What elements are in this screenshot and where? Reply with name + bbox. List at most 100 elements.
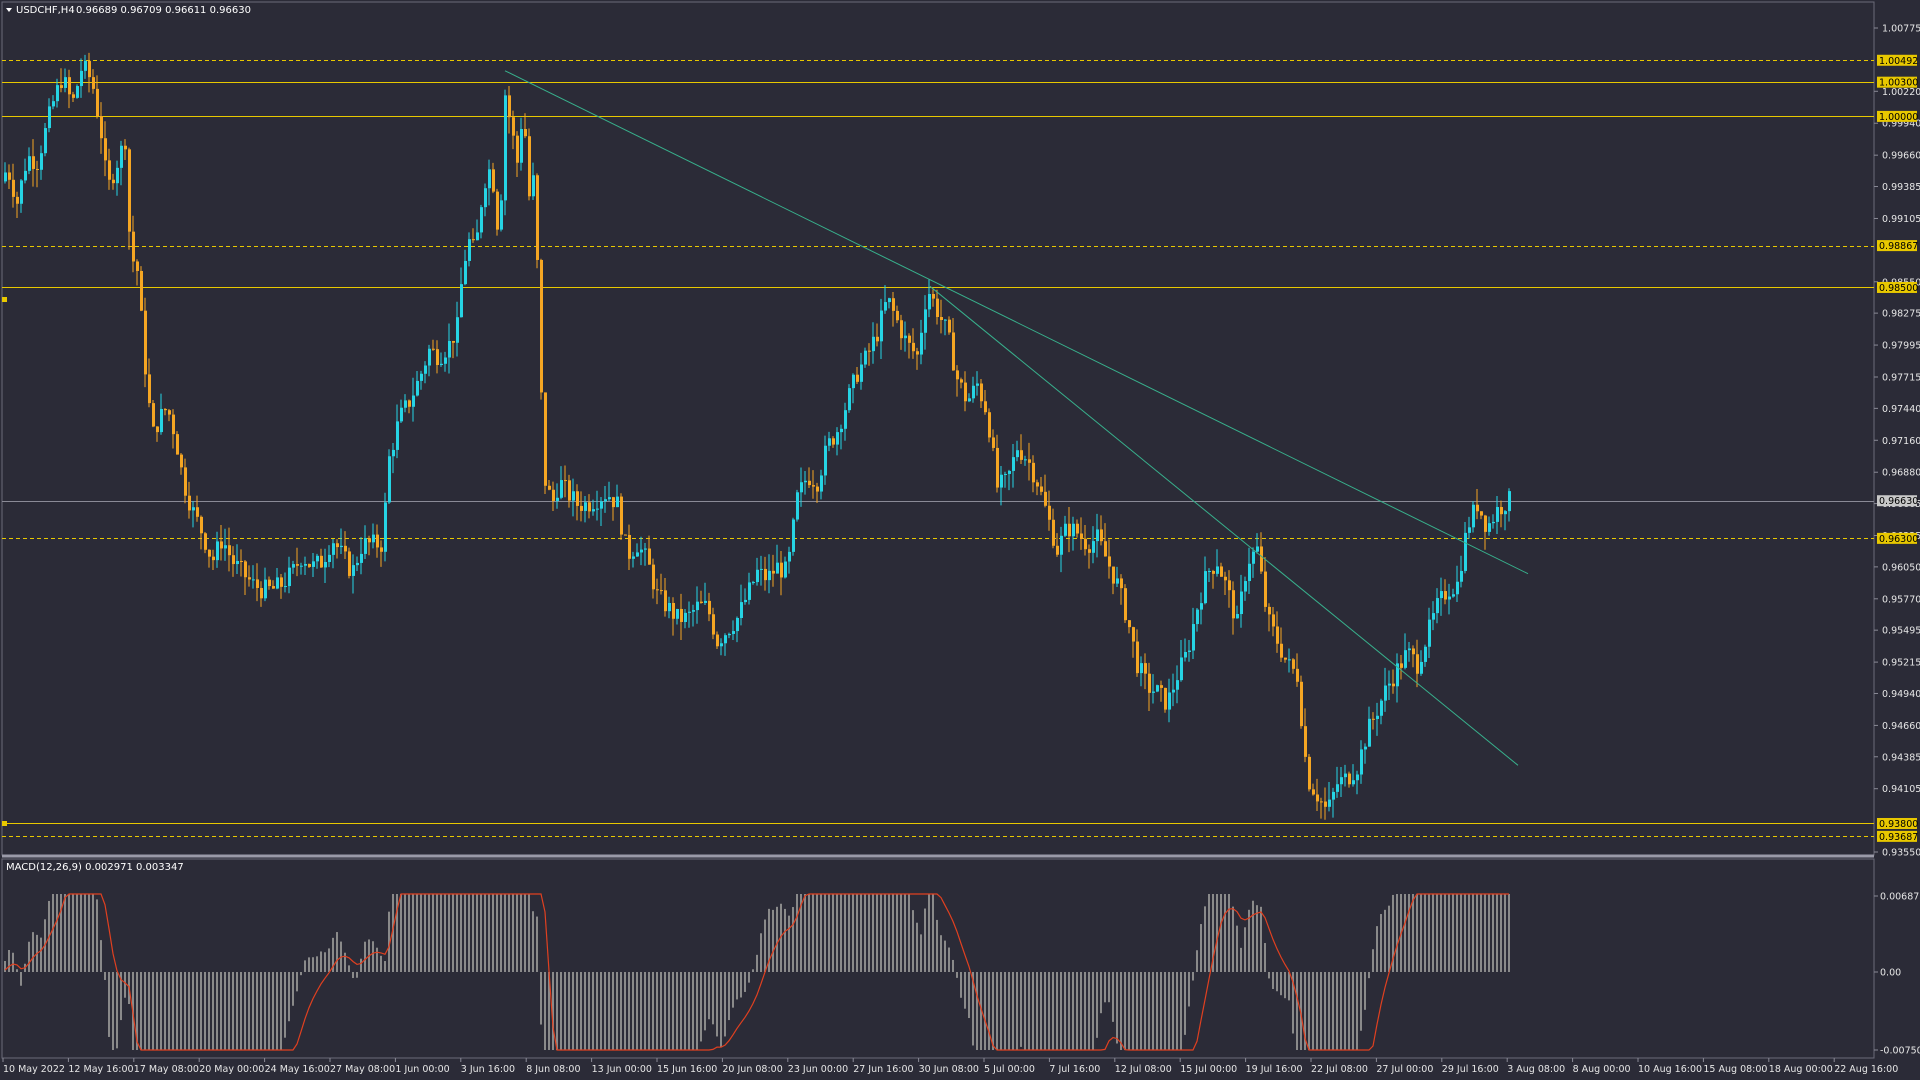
candle-body bbox=[960, 379, 963, 383]
macd-histogram-bar bbox=[1444, 894, 1446, 972]
macd-histogram-bar bbox=[848, 894, 850, 972]
macd-histogram-bar bbox=[932, 894, 934, 972]
time-tick-label: 15 Jul 00:00 bbox=[1180, 1064, 1237, 1075]
macd-histogram-bar bbox=[104, 972, 106, 980]
candle-body bbox=[1480, 511, 1483, 516]
candle-body bbox=[680, 608, 683, 623]
macd-histogram-bar bbox=[1448, 894, 1450, 972]
macd-histogram-bar bbox=[1144, 972, 1146, 1050]
candle-body bbox=[220, 541, 223, 549]
candle-body bbox=[568, 480, 571, 501]
candle-body bbox=[1392, 683, 1395, 687]
candle-body bbox=[228, 545, 231, 556]
time-tick-label: 17 May 08:00 bbox=[134, 1064, 199, 1075]
macd-histogram-bar bbox=[588, 972, 590, 1050]
price-tick-label: 0.94105 bbox=[1882, 784, 1920, 795]
macd-histogram-bar bbox=[740, 972, 742, 998]
macd-histogram-bar bbox=[468, 894, 470, 972]
macd-histogram-bar bbox=[776, 906, 778, 972]
macd-histogram-bar bbox=[1276, 972, 1278, 992]
candle-body bbox=[1280, 643, 1283, 658]
macd-histogram-bar bbox=[836, 894, 838, 972]
macd-histogram-bar bbox=[32, 932, 34, 972]
macd-histogram-bar bbox=[1208, 894, 1210, 972]
candle-body bbox=[1356, 774, 1359, 781]
macd-histogram-bar bbox=[728, 972, 730, 1021]
candle-body bbox=[1320, 801, 1323, 803]
candle-body bbox=[536, 175, 539, 260]
macd-histogram-bar bbox=[660, 972, 662, 1050]
macd-histogram-bar bbox=[920, 934, 922, 972]
macd-histogram-bar bbox=[1320, 972, 1322, 1050]
macd-histogram-bar bbox=[1172, 972, 1174, 1050]
candle-body bbox=[1492, 521, 1495, 524]
macd-histogram-bar bbox=[184, 972, 186, 1050]
macd-histogram-bar bbox=[936, 919, 938, 972]
candle-body bbox=[156, 426, 159, 433]
time-axis[interactable]: 10 May 2022 12 May 16:00 17 May 08:00 20 Ma… bbox=[2, 1058, 1898, 1075]
candle-body bbox=[1076, 523, 1079, 534]
candle-body bbox=[620, 496, 623, 535]
macd-histogram-bar bbox=[692, 972, 694, 1050]
macd-histogram-bar bbox=[532, 911, 534, 972]
candle-body bbox=[1324, 801, 1327, 807]
candle-body bbox=[60, 85, 63, 88]
candle-body bbox=[744, 599, 747, 603]
macd-histogram-bar bbox=[200, 972, 202, 1050]
macd-histogram-bar bbox=[892, 894, 894, 972]
candle-body bbox=[1312, 789, 1315, 795]
trend-line[interactable] bbox=[929, 285, 1519, 766]
macd-histogram-bar bbox=[320, 951, 322, 972]
candle-body bbox=[1128, 620, 1131, 628]
macd-histogram-bar bbox=[292, 972, 294, 1006]
trend-line[interactable] bbox=[504, 70, 1529, 575]
time-tick-label: 29 Jul 16:00 bbox=[1442, 1064, 1499, 1075]
candle-body bbox=[676, 608, 679, 619]
macd-histogram-bar bbox=[548, 972, 550, 1050]
macd-histogram-bar bbox=[868, 894, 870, 972]
candle-body bbox=[28, 156, 31, 171]
price-tick-label: 0.97715 bbox=[1882, 372, 1920, 383]
macd-histogram-bar bbox=[508, 894, 510, 972]
candle-body bbox=[1040, 486, 1043, 492]
dropdown-triangle-icon[interactable] bbox=[6, 8, 12, 12]
macd-histogram-bar bbox=[1160, 972, 1162, 1050]
candle-body bbox=[604, 499, 607, 502]
macd-histogram-bar bbox=[496, 894, 498, 972]
candle-body bbox=[184, 467, 187, 496]
macd-histogram-bar bbox=[1048, 972, 1050, 1050]
horizontal-levels[interactable] bbox=[2, 60, 1874, 837]
level-anchor-marker[interactable] bbox=[2, 821, 7, 826]
candle-body bbox=[4, 172, 7, 182]
candle-body bbox=[1060, 535, 1063, 555]
price-tick-label: 0.99660 bbox=[1882, 151, 1920, 162]
candle-body bbox=[1180, 657, 1183, 681]
candle-body bbox=[1044, 491, 1047, 506]
price-tag-box bbox=[1877, 76, 1917, 88]
macd-histogram-bar bbox=[1056, 972, 1058, 1050]
candle-body bbox=[1004, 473, 1007, 475]
candle-body bbox=[1304, 726, 1307, 757]
candle-body bbox=[520, 129, 523, 163]
candle-body bbox=[1208, 571, 1211, 573]
macd-histogram-bar bbox=[88, 894, 90, 972]
macd-histogram-bar bbox=[1420, 894, 1422, 972]
macd-histogram-bar bbox=[20, 972, 22, 986]
candle-body bbox=[1484, 515, 1487, 532]
macd-histogram-bar bbox=[1100, 972, 1102, 1014]
level-anchor-marker[interactable] bbox=[2, 297, 7, 302]
candle-body bbox=[208, 549, 211, 557]
candle-body bbox=[1468, 527, 1471, 533]
macd-histogram-bar bbox=[156, 972, 158, 1050]
macd-histogram-bar bbox=[668, 972, 670, 1050]
macd-histogram-bar bbox=[136, 972, 138, 1050]
trend-lines[interactable] bbox=[504, 70, 1529, 766]
candle-body bbox=[1472, 504, 1475, 528]
candle-body bbox=[1364, 746, 1367, 750]
macd-histogram-bar bbox=[1496, 894, 1498, 972]
macd-histogram-bar bbox=[972, 972, 974, 1046]
price-tick-label: 0.97440 bbox=[1882, 404, 1920, 415]
candle-body bbox=[152, 403, 155, 427]
